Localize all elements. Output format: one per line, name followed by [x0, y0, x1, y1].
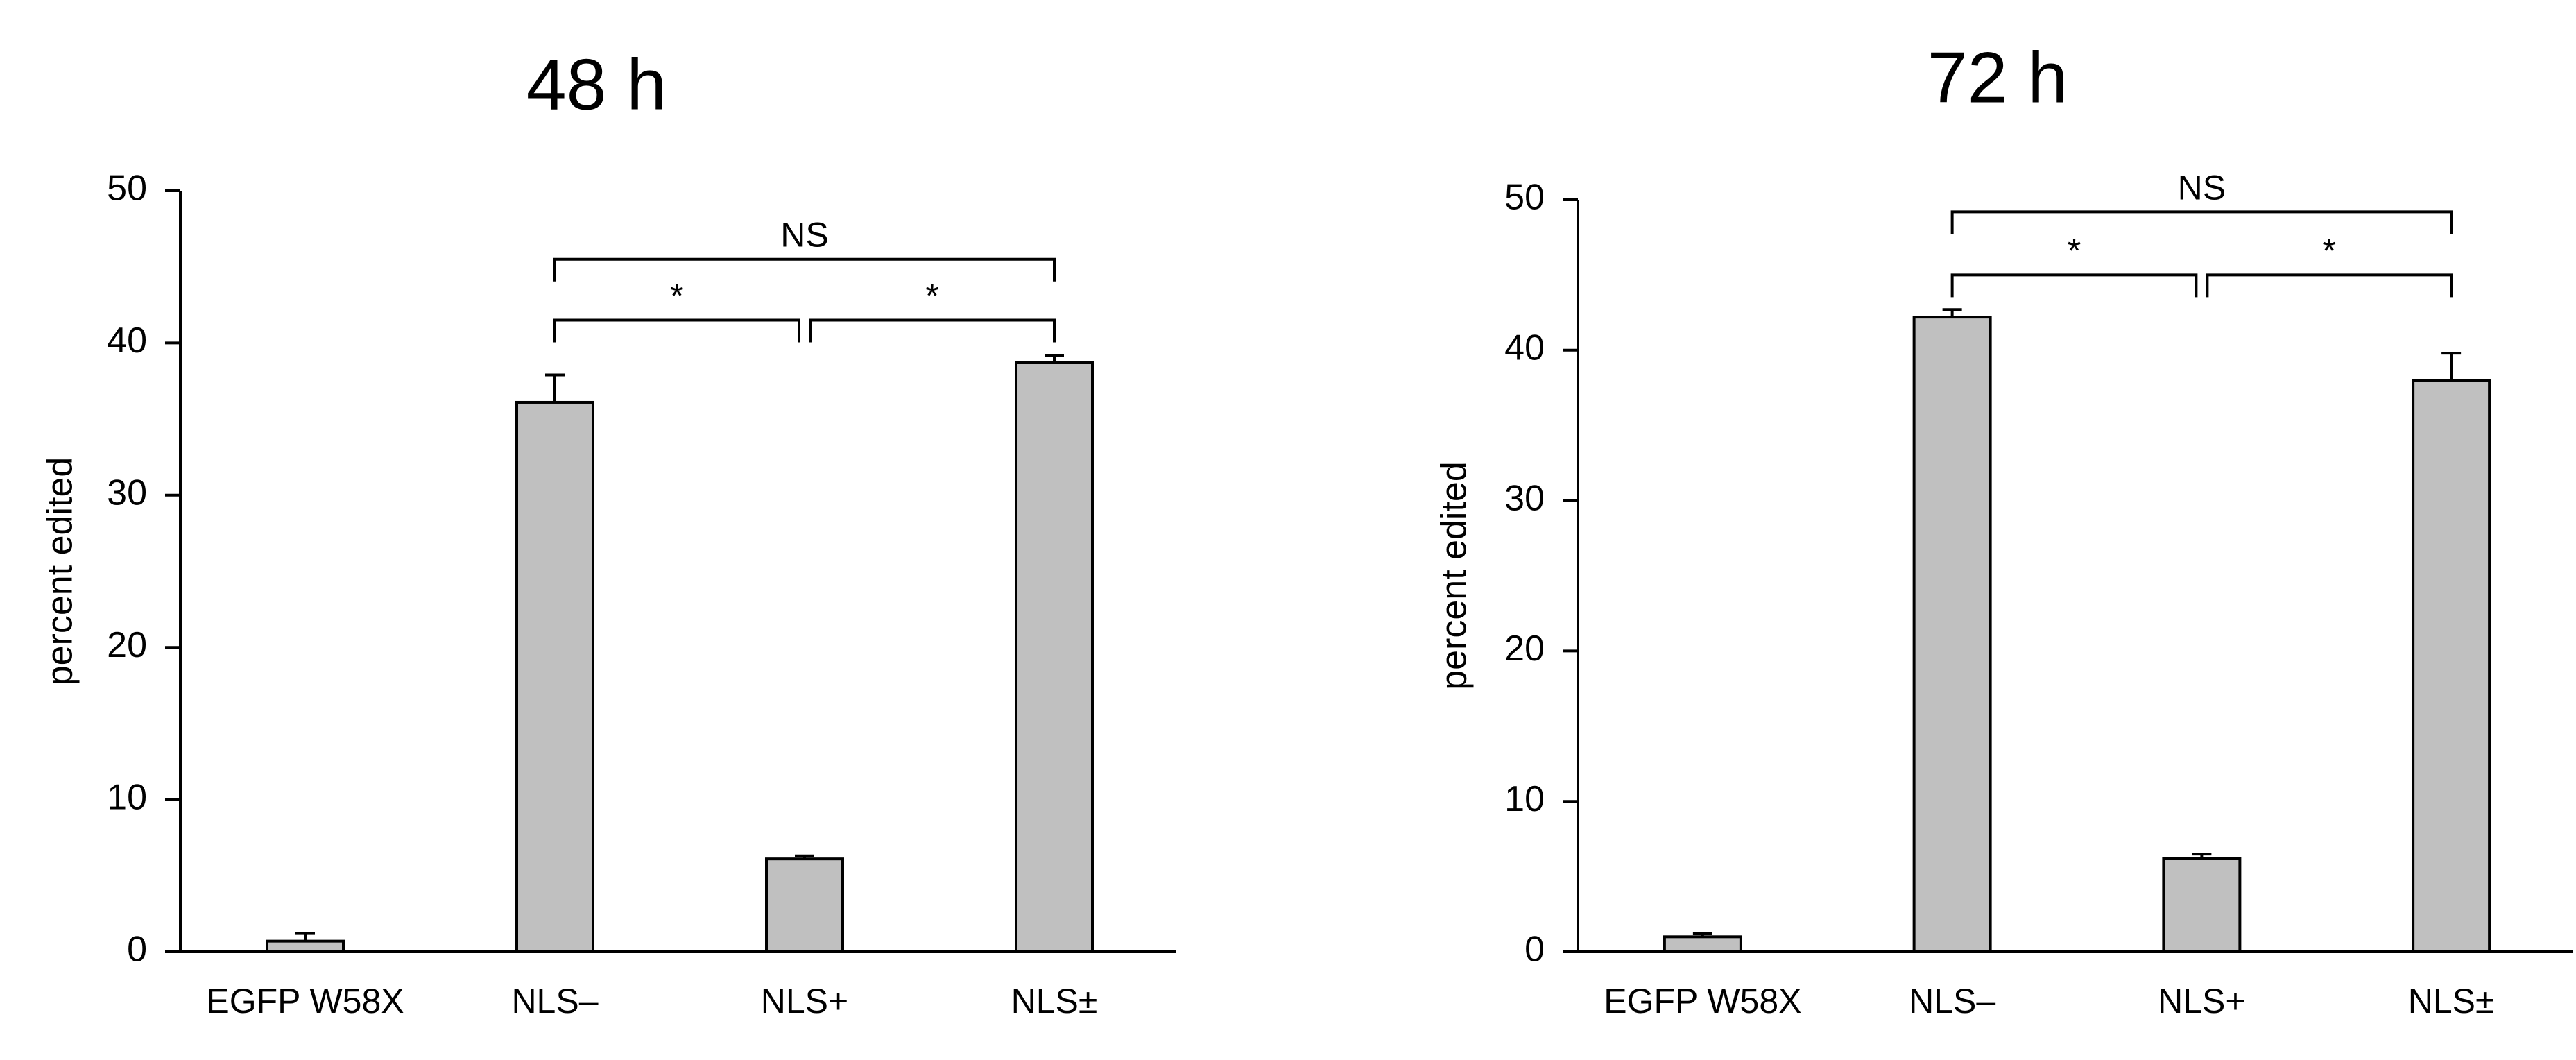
significance-bracket	[553, 318, 800, 343]
significance-bracket	[553, 257, 1056, 282]
significance-bracket	[1950, 210, 2453, 234]
significance-bracket	[1950, 273, 2198, 298]
bar	[1912, 316, 1992, 953]
significance-label: *	[925, 276, 938, 315]
y-tick-label: 50	[107, 169, 147, 209]
y-tick-label: 10	[1504, 779, 1545, 819]
y-tick-label: 30	[107, 473, 147, 513]
y-tick-label: 0	[127, 930, 147, 970]
chart-panel-72h: 72 h 0 10 20 30 40 50 percent edited EGFP W58X NL…	[1434, 37, 2573, 1020]
y-tick-label: 10	[107, 777, 147, 817]
category-label: NLS–	[511, 982, 598, 1020]
y-tick-label: 40	[107, 320, 147, 361]
y-tick-label: 40	[1504, 328, 1545, 368]
category-label: EGFP W58X	[1604, 982, 1801, 1020]
significance-label: NS	[780, 216, 828, 255]
y-axis-label: percent edited	[40, 457, 80, 686]
significance-bracket	[2206, 273, 2453, 298]
significance-label: *	[2323, 231, 2336, 270]
y-tick-label: 0	[1525, 930, 1545, 970]
bar	[515, 400, 594, 953]
y-tick-label: 20	[107, 625, 147, 665]
y-tick-label: 20	[1504, 629, 1545, 669]
category-label: NLS±	[1011, 982, 1098, 1020]
y-tick-label: 50	[1504, 178, 1545, 218]
chart-title: 48 h	[526, 44, 667, 125]
y-tick-label: 30	[1504, 478, 1545, 518]
chart-title: 72 h	[1927, 37, 2068, 118]
category-label: NLS+	[2158, 982, 2245, 1020]
category-label: EGFP W58X	[206, 982, 404, 1020]
significance-label: *	[2068, 231, 2081, 270]
significance-bracket	[809, 318, 1056, 343]
bar	[2412, 379, 2491, 953]
bar	[2162, 857, 2242, 953]
bar	[765, 857, 844, 954]
chart-panel-48h: 48 h 0 10 20 30 40 50 percent edited EGFP W58X NL…	[40, 44, 1176, 1020]
bar	[266, 939, 345, 953]
bar	[1015, 361, 1094, 953]
category-label: NLS±	[2408, 982, 2495, 1020]
bar	[1663, 935, 1742, 953]
category-label: NLS+	[761, 982, 848, 1020]
significance-label: *	[670, 276, 683, 315]
y-axis-label: percent edited	[1434, 461, 1475, 690]
category-label: NLS–	[1909, 982, 1995, 1020]
significance-label: NS	[2178, 168, 2226, 207]
